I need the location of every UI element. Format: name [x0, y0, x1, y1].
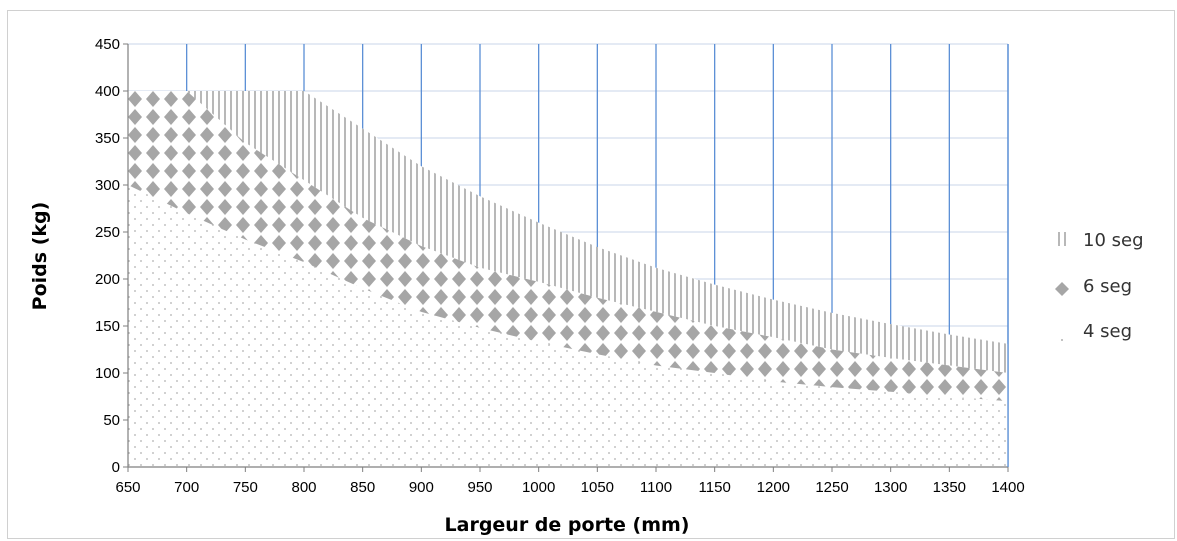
x-tick-label: 1350 [933, 479, 966, 496]
x-tick-label: 1150 [699, 479, 731, 496]
y-tick-label: 400 [95, 83, 120, 100]
x-tick-label: 750 [233, 479, 258, 496]
x-tick-label: 800 [291, 479, 316, 496]
areas [128, 91, 1008, 467]
area-4-seg [128, 185, 1008, 467]
x-tick-label: 900 [409, 479, 434, 496]
y-tick-label: 250 [95, 224, 120, 241]
x-tick-label: 1250 [815, 479, 848, 496]
y-tick-label: 50 [103, 412, 120, 429]
legend-item-10-seg: 10 seg [1055, 230, 1144, 251]
legend: 10 seg 6 seg 4 seg [1055, 230, 1144, 342]
y-tick-label: 450 [95, 36, 120, 53]
axes [123, 43, 1009, 472]
chart-frame [7, 10, 1175, 539]
x-tick-label: 1200 [757, 479, 790, 496]
legend-label-10-seg: 10 seg [1083, 230, 1144, 251]
legend-label-6-seg: 6 seg [1083, 276, 1132, 297]
x-tick-label: 1400 [991, 479, 1024, 496]
x-tick-label: 1050 [581, 479, 614, 496]
legend-swatch-10-seg [1055, 232, 1069, 246]
x-axis-title: Largeur de porte (mm) [445, 514, 690, 536]
legend-swatch-4-seg [1061, 339, 1063, 341]
y-tick-label: 150 [95, 318, 120, 335]
y-axis-title: Poids (kg) [29, 202, 51, 311]
legend-item-6-seg: 6 seg [1055, 276, 1132, 297]
x-tick-label: 850 [350, 479, 375, 496]
y-tick-label: 100 [95, 365, 120, 382]
x-tick-label: 700 [174, 479, 199, 496]
x-tick-label: 1000 [522, 479, 555, 496]
tick-labels: 0 50 100 150 200 250 300 350 400 450 650 700 750 800 8… [95, 36, 1025, 496]
y-tick-label: 300 [95, 177, 120, 194]
y-tick-label: 350 [95, 130, 120, 147]
legend-label-4-seg: 4 seg [1083, 321, 1132, 342]
x-tick-label: 650 [115, 479, 140, 496]
x-tick-label: 1300 [874, 479, 907, 496]
x-tick-label: 1100 [640, 479, 672, 496]
legend-swatch-6-seg [1055, 282, 1069, 296]
y-tick-label: 0 [112, 459, 120, 476]
x-tick-label: 950 [467, 479, 492, 496]
legend-item-4-seg: 4 seg [1061, 321, 1132, 342]
y-tick-label: 200 [95, 271, 120, 288]
